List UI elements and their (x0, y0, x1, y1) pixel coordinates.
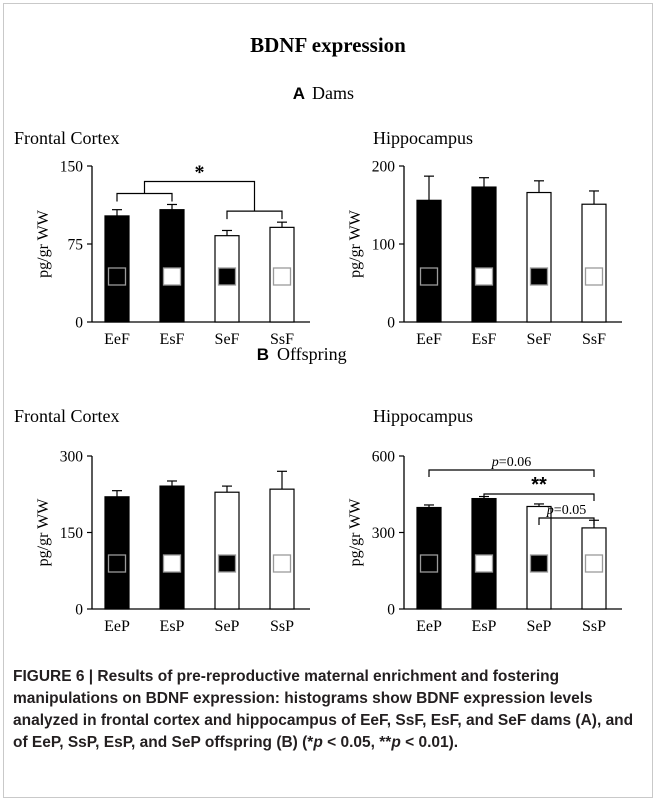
significance-bracket (226, 210, 283, 220)
p-value: =0.06 (499, 455, 531, 470)
x-tick-label: EeF (104, 331, 130, 348)
y-tick-label: 0 (387, 602, 395, 619)
chart-title: Frontal Cortex (14, 406, 120, 426)
p-value: =0.05 (554, 503, 586, 518)
chart-b-frontal-cortex: Frontal Cortex pg/gr WW 0 150 300 EeP EsP SeP Ss… (14, 406, 310, 635)
group-square-eep (107, 554, 127, 573)
section-a-header: A Dams (293, 83, 354, 103)
x-tick-label: EsP (472, 618, 497, 635)
x-tick-label: EeP (416, 618, 442, 635)
figure-title: BDNF expression (250, 33, 406, 57)
x-tick-label: EsF (160, 331, 185, 348)
group-square-esp (474, 554, 494, 573)
y-tick-label: 0 (387, 315, 395, 332)
y-tick-label: 600 (372, 449, 396, 466)
x-tick-label: EsF (472, 331, 497, 348)
y-axis-label: pg/gr WW (35, 209, 52, 278)
group-square-ssp (272, 554, 292, 573)
y-tick-label: 0 (75, 315, 83, 332)
section-b-letter: B (257, 345, 269, 364)
chart-title: Hippocampus (373, 128, 473, 148)
figure-canvas: BDNF expression A Dams B Offspring Front… (14, 33, 622, 635)
bar-esf (159, 209, 185, 323)
section-b-label: Offspring (277, 344, 347, 364)
section-a-letter: A (293, 84, 305, 103)
y-tick-label: 0 (75, 602, 83, 619)
bar-ssf (581, 203, 607, 323)
x-tick-label: SeF (527, 331, 552, 348)
chart-a-frontal-cortex: Frontal Cortex pg/gr WW 0 75 150 EeF EsF SeF SsF… (14, 128, 310, 348)
significance-bracket (428, 469, 595, 477)
y-tick-label: 150 (60, 525, 84, 542)
group-square-ssp (584, 554, 604, 573)
x-tick-label: SsP (582, 618, 606, 635)
bar-esf (471, 186, 497, 323)
significance-label: p=0.06 (491, 455, 531, 470)
figure-frame: BDNF expression A Dams B Offspring Front… (3, 3, 653, 798)
significance-bracket (143, 180, 256, 212)
group-square-sef (217, 267, 237, 286)
section-b-header: B Offspring (257, 344, 347, 364)
bar-esp (471, 497, 497, 610)
x-tick-label: SsF (270, 331, 294, 348)
y-tick-label: 300 (60, 449, 84, 466)
y-axis-label: pg/gr WW (35, 498, 52, 567)
group-square-eef (419, 267, 439, 286)
x-tick-label: SsP (270, 618, 294, 635)
bar-eep (104, 496, 130, 610)
bar-esp (159, 485, 185, 610)
chart-title: Hippocampus (373, 406, 473, 426)
group-square-sep (217, 554, 237, 573)
x-tick-label: SeF (215, 331, 240, 348)
group-square-ssf (584, 267, 604, 286)
caption-p-1: p (313, 734, 323, 751)
p-symbol: p (546, 503, 554, 518)
y-tick-label: 150 (60, 159, 84, 176)
caption-body-3: < 0.01). (400, 734, 459, 751)
significance-bracket (116, 192, 173, 202)
group-square-esf (162, 267, 182, 286)
bar-sep (214, 491, 240, 610)
significance-label: p=0.05 (546, 503, 586, 518)
p-symbol: p (491, 455, 499, 470)
caption-body-2: < 0.05, ** (322, 734, 392, 751)
y-axis-label: pg/gr WW (347, 209, 364, 278)
y-tick-label: 300 (372, 525, 396, 542)
group-square-eef (107, 267, 127, 286)
section-a-label: Dams (312, 83, 354, 103)
figure-caption: FIGURE 6 | Results of pre-reproductive m… (13, 666, 643, 754)
y-tick-label: 100 (372, 237, 396, 254)
chart-title: Frontal Cortex (14, 128, 120, 148)
group-square-ssf (272, 267, 292, 286)
x-tick-label: SsF (582, 331, 606, 348)
x-tick-label: SeP (527, 618, 552, 635)
caption-p-2: p (391, 734, 401, 751)
bar-eef (416, 199, 442, 323)
significance-label: * (195, 161, 205, 183)
significance-bracket (538, 517, 595, 525)
significance-label: ** (531, 474, 547, 496)
x-tick-label: SeP (215, 618, 240, 635)
chart-a-hippocampus: Hippocampus pg/gr WW 0 100 200 EeF EsF SeF SsF (347, 128, 622, 348)
group-square-esf (474, 267, 494, 286)
caption-lead: FIGURE 6 | Results of pre-reproductive m… (13, 668, 560, 707)
y-tick-label: 75 (68, 237, 84, 254)
group-square-esp (162, 554, 182, 573)
y-axis-label: pg/gr WW (347, 498, 364, 567)
significance-bracket (483, 493, 595, 501)
bar-sef (526, 191, 552, 323)
caption-body-1: histograms show BDNF expression levels a… (13, 690, 634, 751)
x-tick-label: EeP (104, 618, 130, 635)
group-square-eep (419, 554, 439, 573)
x-tick-label: EeF (416, 331, 442, 348)
bar-ssp (269, 488, 295, 610)
y-tick-label: 200 (372, 159, 396, 176)
x-tick-label: EsP (160, 618, 185, 635)
group-square-sef (529, 267, 549, 286)
group-square-sep (529, 554, 549, 573)
